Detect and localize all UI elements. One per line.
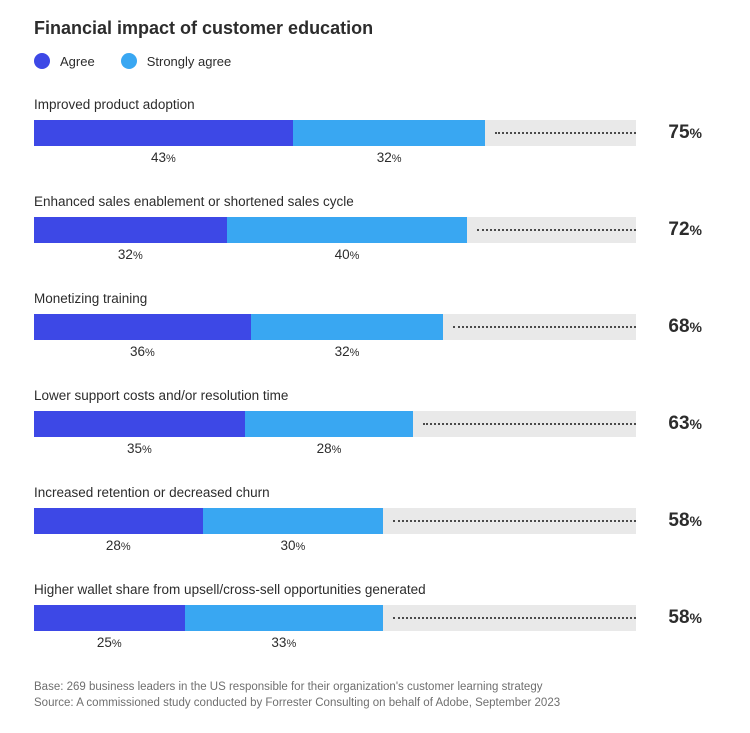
footnote-source: Source: A commissioned study conducted b… [34,695,716,711]
bar-segment-labels: 36% 32% [34,344,636,364]
bar-rows: Improved product adoption 75% 43% 32% Enhanc… [34,97,716,655]
bar-segment-agree [34,314,251,340]
bar-segment-label-strongly-agree: 32% [335,344,360,359]
bar-line: 63% [34,411,716,437]
bar-row: Improved product adoption 75% 43% 32% [34,97,716,170]
bar-dots [485,120,636,146]
bar-total: 72% [636,217,702,243]
bar-dots [383,605,636,631]
bar-segment-strongly-agree [227,217,468,243]
legend-item-strongly-agree: Strongly agree [121,53,232,69]
bar-segment-labels: 32% 40% [34,247,636,267]
bar-row: Lower support costs and/or resolution ti… [34,388,716,461]
bar-segment-labels: 35% 28% [34,441,636,461]
chart-title: Financial impact of customer education [34,18,716,39]
bar-row: Monetizing training 68% 36% 32% [34,291,716,364]
bar-segment-strongly-agree [185,605,384,631]
chart-container: Financial impact of customer education A… [0,0,750,733]
bar-segment-label-strongly-agree: 30% [280,538,305,553]
legend-swatch-strongly-agree [121,53,137,69]
bar-row: Higher wallet share from upsell/cross-se… [34,582,716,655]
legend-label-agree: Agree [60,54,95,69]
bar-total: 75% [636,120,702,146]
bar-row-label: Higher wallet share from upsell/cross-se… [34,582,716,597]
bar-line: 58% [34,508,716,534]
bar-track [34,508,636,534]
bar-total: 58% [636,508,702,534]
bar-row: Enhanced sales enablement or shortened s… [34,194,716,267]
bar-segment-label-agree: 25% [97,635,122,650]
bar-segment-label-agree: 28% [106,538,131,553]
bar-segment-strongly-agree [251,314,444,340]
footnote-base: Base: 269 business leaders in the US res… [34,679,716,695]
bar-segment-labels: 43% 32% [34,150,636,170]
bar-segment-agree [34,411,245,437]
bar-row-label: Improved product adoption [34,97,716,112]
bar-segment-agree [34,120,293,146]
bar-segment-label-agree: 36% [130,344,155,359]
bar-row-label: Increased retention or decreased churn [34,485,716,500]
bar-track [34,314,636,340]
bar-segment-agree [34,217,227,243]
bar-total: 68% [636,314,702,340]
bar-segment-labels: 28% 30% [34,538,636,558]
bar-dots [467,217,636,243]
bar-dots [443,314,636,340]
bar-segment-strongly-agree [293,120,486,146]
bar-line: 75% [34,120,716,146]
bar-row-label: Monetizing training [34,291,716,306]
bar-segment-labels: 25% 33% [34,635,636,655]
bar-segment-label-strongly-agree: 40% [335,247,360,262]
bar-segment-agree [34,508,203,534]
bar-line: 72% [34,217,716,243]
bar-segment-label-strongly-agree: 28% [317,441,342,456]
bar-segment-strongly-agree [245,411,414,437]
bar-segment-label-agree: 35% [127,441,152,456]
bar-track [34,411,636,437]
bar-track [34,605,636,631]
bar-total: 58% [636,605,702,631]
bar-segment-label-agree: 32% [118,247,143,262]
bar-dots [413,411,636,437]
bar-line: 68% [34,314,716,340]
bar-total: 63% [636,411,702,437]
bar-segment-label-agree: 43% [151,150,176,165]
bar-dots [383,508,636,534]
chart-footnote: Base: 269 business leaders in the US res… [34,679,716,711]
bar-track [34,120,636,146]
bar-row: Increased retention or decreased churn 58… [34,485,716,558]
bar-segment-strongly-agree [203,508,384,534]
legend: Agree Strongly agree [34,53,716,69]
bar-segment-agree [34,605,185,631]
bar-track [34,217,636,243]
legend-label-strongly-agree: Strongly agree [147,54,232,69]
bar-row-label: Lower support costs and/or resolution ti… [34,388,716,403]
legend-swatch-agree [34,53,50,69]
bar-line: 58% [34,605,716,631]
bar-row-label: Enhanced sales enablement or shortened s… [34,194,716,209]
bar-segment-label-strongly-agree: 33% [271,635,296,650]
legend-item-agree: Agree [34,53,95,69]
bar-segment-label-strongly-agree: 32% [377,150,402,165]
